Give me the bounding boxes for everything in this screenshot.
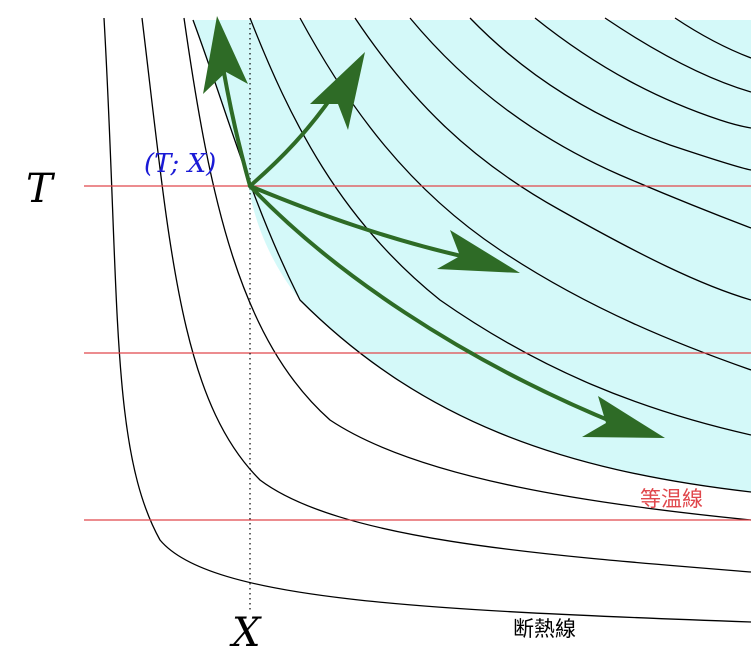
arrowhead-right — [437, 230, 520, 273]
adiabat-curve — [469, 17, 751, 171]
adiabat-curve — [354, 17, 751, 301]
adiabat-curve — [604, 17, 751, 93]
arrow-shaft-lower-right — [248, 184, 622, 427]
adiabat-curve — [534, 17, 751, 129]
isotherm-lines — [84, 185, 751, 521]
adiabat-curve — [141, 17, 751, 573]
adiabat-label: 断熱線 — [513, 617, 576, 641]
process-arrowheads — [203, 16, 665, 438]
adiabat-curve — [674, 17, 751, 59]
temperature-label: T — [26, 166, 56, 212]
arrowhead-lower-right — [582, 396, 665, 438]
adiabat-curve — [409, 17, 751, 229]
isotherm-label: 等温線 — [640, 487, 703, 511]
adiabat-curve — [103, 17, 751, 623]
adiabat-curve — [183, 17, 751, 521]
position-label: X — [229, 610, 262, 656]
point-label: (T; X) — [144, 149, 216, 179]
adiabat-curves — [103, 17, 751, 623]
adiabat-curve — [249, 17, 751, 436]
arrowhead-up — [203, 16, 248, 94]
arrowhead-upper-right — [310, 52, 365, 130]
arrow-shaft-right — [248, 184, 472, 260]
adiabat-curve — [192, 19, 751, 493]
